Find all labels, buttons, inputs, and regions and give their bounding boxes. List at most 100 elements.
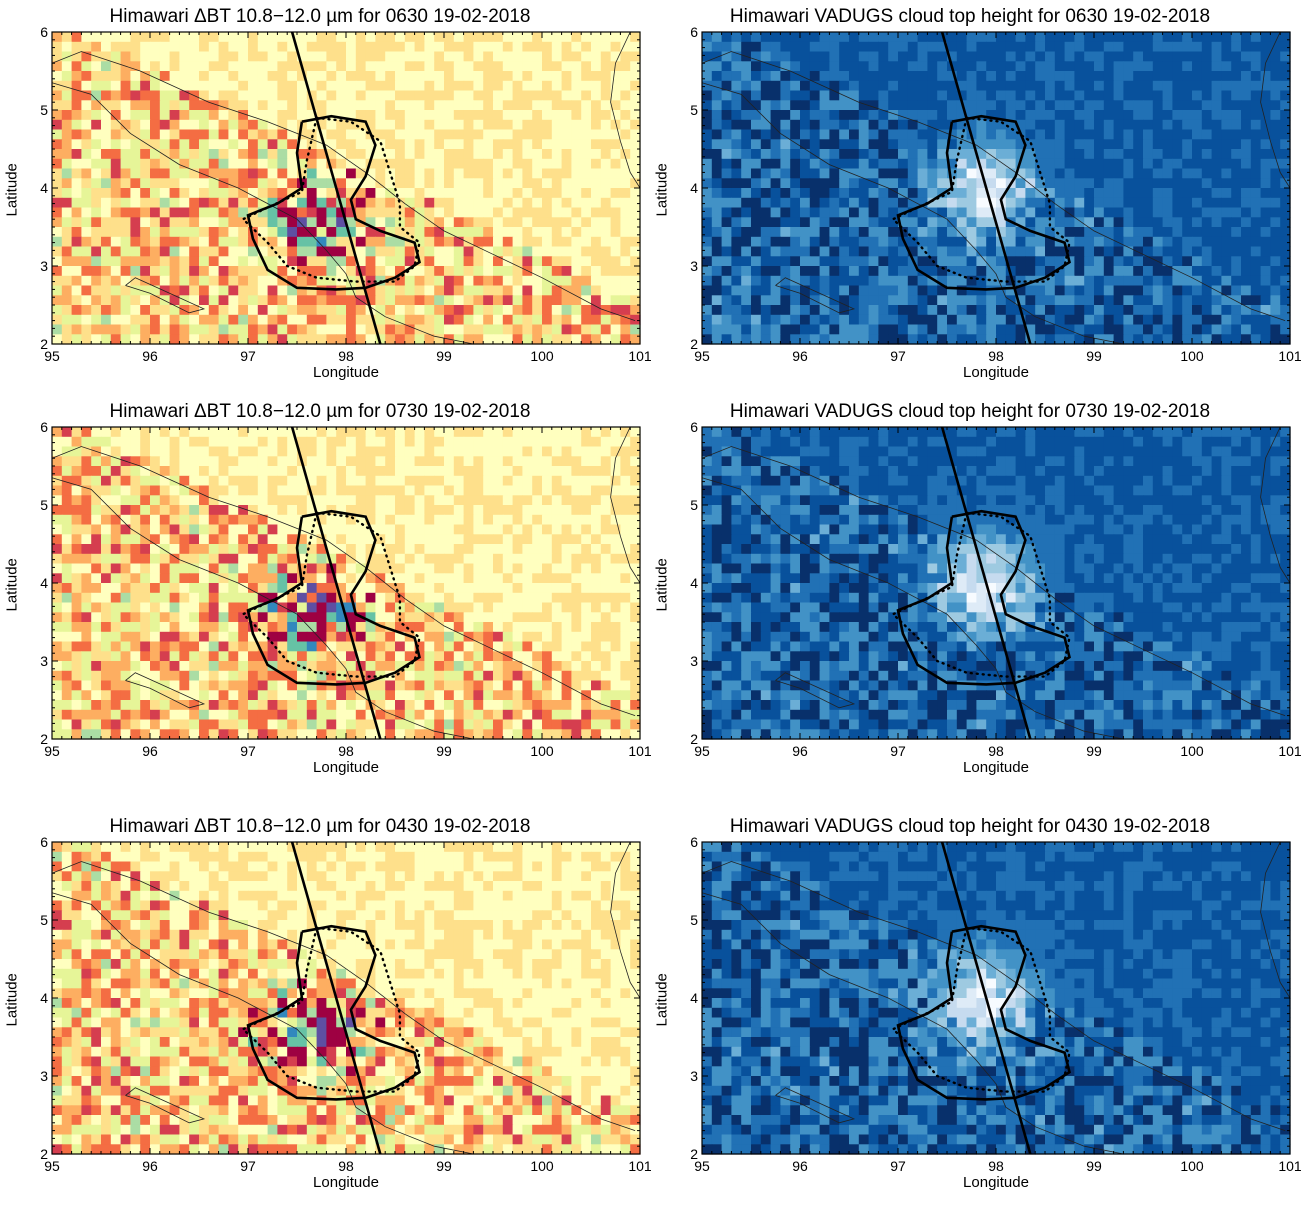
island-outline	[125, 672, 206, 709]
solid-contour	[246, 509, 421, 686]
solid-contour	[896, 924, 1071, 1101]
x-tick-label: 98	[988, 1158, 1004, 1174]
x-tick-label: 99	[436, 1158, 452, 1174]
y-tick-label: 2	[690, 336, 698, 352]
x-tick-label: 99	[1086, 743, 1102, 759]
y-tick-label: 4	[690, 575, 698, 591]
x-tick-label: 96	[142, 743, 158, 759]
island-outline	[775, 277, 856, 314]
island-outline	[125, 277, 206, 314]
axis-ticks	[701, 841, 1291, 1155]
solid-contour	[896, 509, 1071, 686]
y-tick-label: 4	[40, 575, 48, 591]
heatmap-field	[702, 32, 1291, 345]
y-tick-label: 3	[690, 258, 698, 274]
x-tick-label: 96	[792, 348, 808, 364]
solid-contour	[246, 924, 421, 1101]
axis-ticks	[51, 841, 641, 1155]
coastline-east	[1260, 426, 1291, 584]
coastline-east	[1260, 31, 1291, 189]
satellite-track-line	[290, 841, 382, 1155]
coastline-east	[610, 841, 641, 999]
y-tick-label: 4	[40, 180, 48, 196]
x-tick-label: 95	[44, 348, 60, 364]
satellite-track-line	[290, 426, 382, 740]
x-tick-label: 96	[142, 1158, 158, 1174]
cth-panel-0430: Himawari VADUGS cloud top height for 043…	[650, 810, 1302, 1205]
x-tick-label: 100	[530, 743, 554, 759]
y-tick-label: 5	[690, 497, 698, 513]
y-tick-label: 5	[690, 102, 698, 118]
cth-panel-0630: Himawari VADUGS cloud top height for 063…	[650, 0, 1302, 395]
satellite-track-line	[940, 31, 1032, 345]
y-tick-label: 2	[690, 731, 698, 747]
y-tick-label: 5	[40, 497, 48, 513]
dotted-contour	[891, 926, 1071, 1093]
coastline-south	[51, 477, 474, 740]
x-tick-label: 101	[628, 743, 652, 759]
x-tick-label: 100	[530, 1158, 554, 1174]
coastline-east	[610, 31, 641, 189]
dbt-map-plot: 95 96 97 98 99 100 101 2 3 4 5 6	[40, 834, 652, 1174]
x-tick-label: 100	[1180, 1158, 1204, 1174]
dbt-panel-0630: Himawari ΔBT 10.8−12.0 µm for 0630 19-02…	[0, 0, 652, 395]
x-axis-label: Longitude	[313, 1174, 379, 1191]
axis-ticks	[701, 426, 1291, 740]
x-tick-label: 98	[988, 743, 1004, 759]
solid-contour	[896, 114, 1071, 291]
panel-title: Himawari VADUGS cloud top height for 043…	[729, 816, 1211, 837]
x-tick-label: 95	[694, 348, 710, 364]
panel-title: Himawari ΔBT 10.8−12.0 µm for 0430 19-02…	[109, 816, 531, 837]
coastline-south	[51, 82, 474, 345]
coastline-south	[51, 892, 474, 1155]
panel-title: Himawari VADUGS cloud top height for 063…	[729, 6, 1211, 27]
y-tick-label: 5	[690, 912, 698, 928]
x-tick-label: 101	[1278, 743, 1302, 759]
coastline-east	[1260, 841, 1291, 999]
x-tick-label: 96	[792, 1158, 808, 1174]
cth-map-plot: 95 96 97 98 99 100 101 2 3 4 5 6	[690, 24, 1302, 364]
cth-map-plot: 95 96 97 98 99 100 101 2 3 4 5 6	[690, 834, 1302, 1174]
coastline-east	[610, 426, 641, 584]
x-tick-label: 95	[44, 1158, 60, 1174]
axis-ticks	[51, 31, 641, 345]
x-tick-label: 96	[792, 743, 808, 759]
x-tick-label: 100	[1180, 743, 1204, 759]
x-tick-label: 97	[240, 1158, 256, 1174]
x-tick-label: 97	[240, 743, 256, 759]
y-tick-label: 2	[40, 336, 48, 352]
y-tick-label: 3	[690, 653, 698, 669]
y-tick-label: 3	[40, 1068, 48, 1084]
heatmap-field	[702, 427, 1291, 740]
coastline-south	[701, 892, 1124, 1155]
axis-ticks	[701, 31, 1291, 345]
dotted-contour	[891, 511, 1071, 678]
y-tick-label: 4	[690, 180, 698, 196]
y-axis-label: Latitude	[653, 973, 671, 1027]
x-tick-label: 98	[338, 348, 354, 364]
x-axis-label: Longitude	[963, 1174, 1029, 1191]
heatmap-field	[52, 842, 641, 1155]
x-tick-label: 101	[628, 348, 652, 364]
x-tick-label: 99	[436, 348, 452, 364]
y-axis-label: Latitude	[653, 558, 671, 612]
y-axis-label: Latitude	[3, 558, 21, 612]
heatmap-field	[52, 427, 641, 740]
x-tick-label: 95	[694, 743, 710, 759]
y-tick-label: 2	[40, 731, 48, 747]
y-tick-label: 3	[690, 1068, 698, 1084]
panel-title: Himawari VADUGS cloud top height for 073…	[729, 401, 1211, 422]
x-tick-label: 97	[890, 743, 906, 759]
coastline-south	[701, 477, 1124, 740]
satellite-track-line	[940, 841, 1032, 1155]
x-tick-label: 101	[1278, 1158, 1302, 1174]
solid-contour	[246, 114, 421, 291]
y-axis-label: Latitude	[3, 973, 21, 1027]
x-tick-label: 98	[338, 743, 354, 759]
y-tick-label: 5	[40, 912, 48, 928]
x-tick-label: 98	[338, 1158, 354, 1174]
x-tick-label: 97	[890, 1158, 906, 1174]
x-axis-label: Longitude	[963, 364, 1029, 381]
y-tick-label: 2	[690, 1146, 698, 1162]
coastline-south	[701, 82, 1124, 345]
